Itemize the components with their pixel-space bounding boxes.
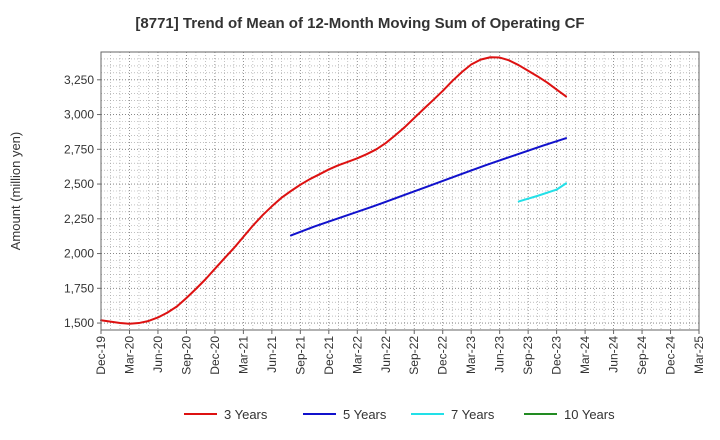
y-tick-label: 2,750 bbox=[64, 142, 94, 156]
x-tick-label: Mar-23 bbox=[464, 336, 478, 374]
x-tick-label: Jun-23 bbox=[493, 336, 507, 373]
x-axis-ticks: Dec-19 Mar-20 Jun-20 Sep-20 Dec-20 Mar-21 Jun-… bbox=[94, 330, 706, 375]
x-tick-label: Mar-25 bbox=[692, 336, 706, 374]
legend-label-5-years: 5 Years bbox=[343, 407, 387, 422]
series-line-7-years bbox=[517, 182, 568, 203]
x-tick-label: Sep-20 bbox=[179, 336, 193, 375]
series-line-3-years bbox=[100, 56, 568, 325]
x-tick-label: Jun-20 bbox=[151, 336, 165, 373]
y-axis-ticks: 1,500 1,750 2,000 2,250 2,500 2,750 3,000 3,250 bbox=[64, 73, 101, 330]
y-tick-label: 2,250 bbox=[64, 212, 94, 226]
x-tick-label: Jun-22 bbox=[379, 336, 393, 373]
y-tick-label: 2,000 bbox=[64, 247, 94, 261]
x-tick-label: Sep-23 bbox=[521, 336, 535, 375]
y-tick-label: 3,250 bbox=[64, 73, 94, 87]
x-tick-label: Jun-21 bbox=[265, 336, 279, 373]
x-tick-label: Sep-24 bbox=[635, 336, 649, 375]
legend-label-7-years: 7 Years bbox=[451, 407, 495, 422]
x-tick-label: Jun-24 bbox=[607, 336, 621, 373]
grid bbox=[101, 52, 699, 330]
y-tick-label: 2,500 bbox=[64, 177, 94, 191]
x-tick-label: Dec-23 bbox=[550, 336, 564, 375]
x-tick-label: Dec-19 bbox=[94, 336, 108, 375]
y-tick-label: 1,750 bbox=[64, 281, 94, 295]
series-line-5-years bbox=[289, 137, 568, 237]
chart-title: [8771] Trend of Mean of 12-Month Moving … bbox=[135, 15, 584, 32]
legend: 3 Years 5 Years 7 Years 10 Years bbox=[184, 407, 615, 422]
legend-label-10-years: 10 Years bbox=[564, 407, 615, 422]
series-group bbox=[100, 56, 568, 325]
legend-label-3-years: 3 Years bbox=[224, 407, 268, 422]
x-tick-label: Sep-22 bbox=[407, 336, 421, 375]
y-tick-label: 3,000 bbox=[64, 108, 94, 122]
x-tick-label: Dec-21 bbox=[322, 336, 336, 375]
x-tick-label: Mar-20 bbox=[122, 336, 136, 374]
plot-area-frame bbox=[100, 51, 700, 331]
x-tick-label: Sep-21 bbox=[293, 336, 307, 375]
x-tick-label: Mar-24 bbox=[578, 336, 592, 374]
x-tick-label: Dec-22 bbox=[436, 336, 450, 375]
x-tick-label: Dec-20 bbox=[208, 336, 222, 375]
x-tick-label: Mar-21 bbox=[236, 336, 250, 374]
x-tick-label: Mar-22 bbox=[350, 336, 364, 374]
y-tick-label: 1,500 bbox=[64, 316, 94, 330]
x-tick-label: Dec-24 bbox=[664, 336, 678, 375]
y-axis-label: Amount (million yen) bbox=[8, 132, 23, 251]
